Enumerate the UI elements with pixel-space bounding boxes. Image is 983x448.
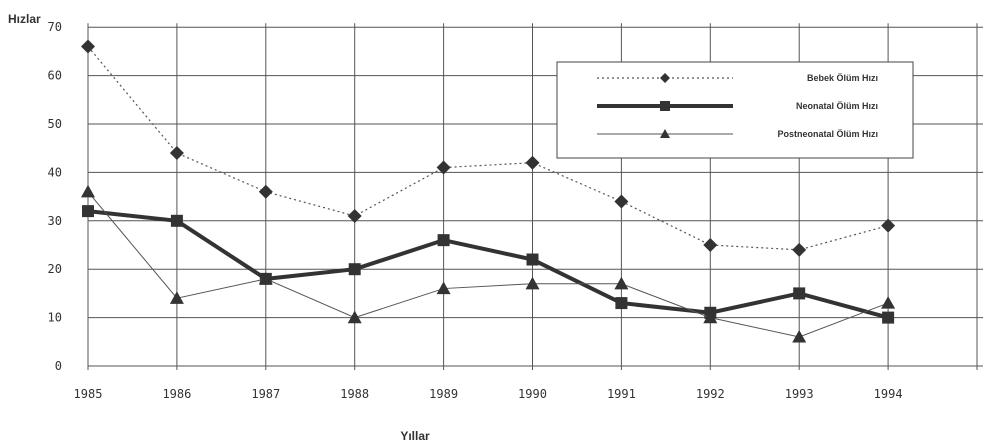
data-point-square — [348, 263, 361, 276]
legend: Bebek Ölüm Hızı Neonatal Ölüm Hızı Postneo… — [556, 61, 914, 159]
x-tick-label: 1993 — [785, 387, 814, 401]
data-point-diamond — [169, 146, 184, 161]
data-point-triangle — [525, 276, 540, 290]
data-point-triangle — [169, 291, 184, 304]
data-point-triangle — [660, 129, 670, 138]
x-tick-label: 1986 — [162, 387, 191, 401]
grid — [87, 23, 983, 370]
y-tick-label: 40 — [48, 165, 62, 179]
y-tick-label: 50 — [48, 117, 62, 131]
x-tick-label: 1989 — [429, 387, 458, 401]
data-point-triangle — [703, 310, 718, 324]
x-tick-label: 1994 — [874, 387, 903, 401]
data-point-diamond — [660, 73, 670, 83]
x-axis-title: Yıllar — [400, 429, 430, 443]
y-tick-label: 10 — [48, 311, 62, 325]
data-point-diamond — [525, 155, 540, 170]
data-point-square — [615, 297, 628, 310]
data-point-triangle — [614, 276, 629, 290]
x-tick-label: 1985 — [74, 387, 103, 401]
y-tick-label: 60 — [48, 69, 62, 83]
x-tick-label: 1987 — [251, 387, 280, 401]
data-point-square — [882, 311, 895, 324]
data-point-square — [437, 234, 450, 247]
x-tick-label: 1990 — [518, 387, 547, 401]
y-axis-title: Hızlar — [8, 12, 41, 26]
series-triangle — [81, 184, 896, 343]
legend-label: Postneonatal Ölüm Hızı — [777, 129, 878, 139]
data-point-diamond — [881, 218, 896, 233]
legend-item: Neonatal Ölüm Hızı — [597, 101, 878, 111]
data-point-diamond — [81, 39, 95, 54]
y-tick-label: 20 — [48, 262, 62, 276]
series-layer — [81, 39, 896, 343]
data-point-diamond — [436, 160, 451, 175]
x-tick-label: 1991 — [607, 387, 636, 401]
data-point-square — [170, 214, 183, 227]
legend-box — [556, 61, 914, 159]
data-point-square — [526, 253, 539, 266]
data-point-square — [660, 101, 670, 111]
data-point-square — [82, 205, 94, 218]
legend-item: Bebek Ölüm Hızı — [597, 73, 878, 83]
data-point-triangle — [436, 281, 451, 295]
data-point-diamond — [347, 208, 362, 223]
data-point-square — [793, 287, 806, 300]
data-point-triangle — [81, 184, 95, 198]
data-point-triangle — [347, 310, 362, 324]
series-square — [82, 205, 895, 324]
series-diamond — [81, 39, 896, 257]
legend-label: Neonatal Ölüm Hızı — [796, 101, 878, 111]
legend-item: Postneonatal Ölüm Hızı — [597, 129, 878, 139]
series-line — [87, 191, 889, 338]
series-line — [87, 209, 889, 320]
data-point-triangle — [258, 271, 273, 285]
data-point-diamond — [614, 194, 629, 209]
x-tick-label: 1992 — [696, 387, 725, 401]
legend-label: Bebek Ölüm Hızı — [807, 73, 878, 83]
data-point-diamond — [703, 238, 718, 252]
x-tick-label: 1988 — [340, 387, 369, 401]
data-point-triangle — [881, 296, 896, 309]
data-point-triangle — [792, 329, 807, 343]
data-point-diamond — [792, 242, 807, 257]
data-point-diamond — [258, 184, 273, 199]
ticks: 0 10 20 30 40 50 60 70 1985 1986 1987 1988 1989 1990 1… — [48, 20, 903, 401]
y-tick-label: 30 — [48, 214, 62, 228]
y-tick-label: 70 — [48, 20, 62, 34]
y-tick-label: 0 — [55, 359, 62, 373]
